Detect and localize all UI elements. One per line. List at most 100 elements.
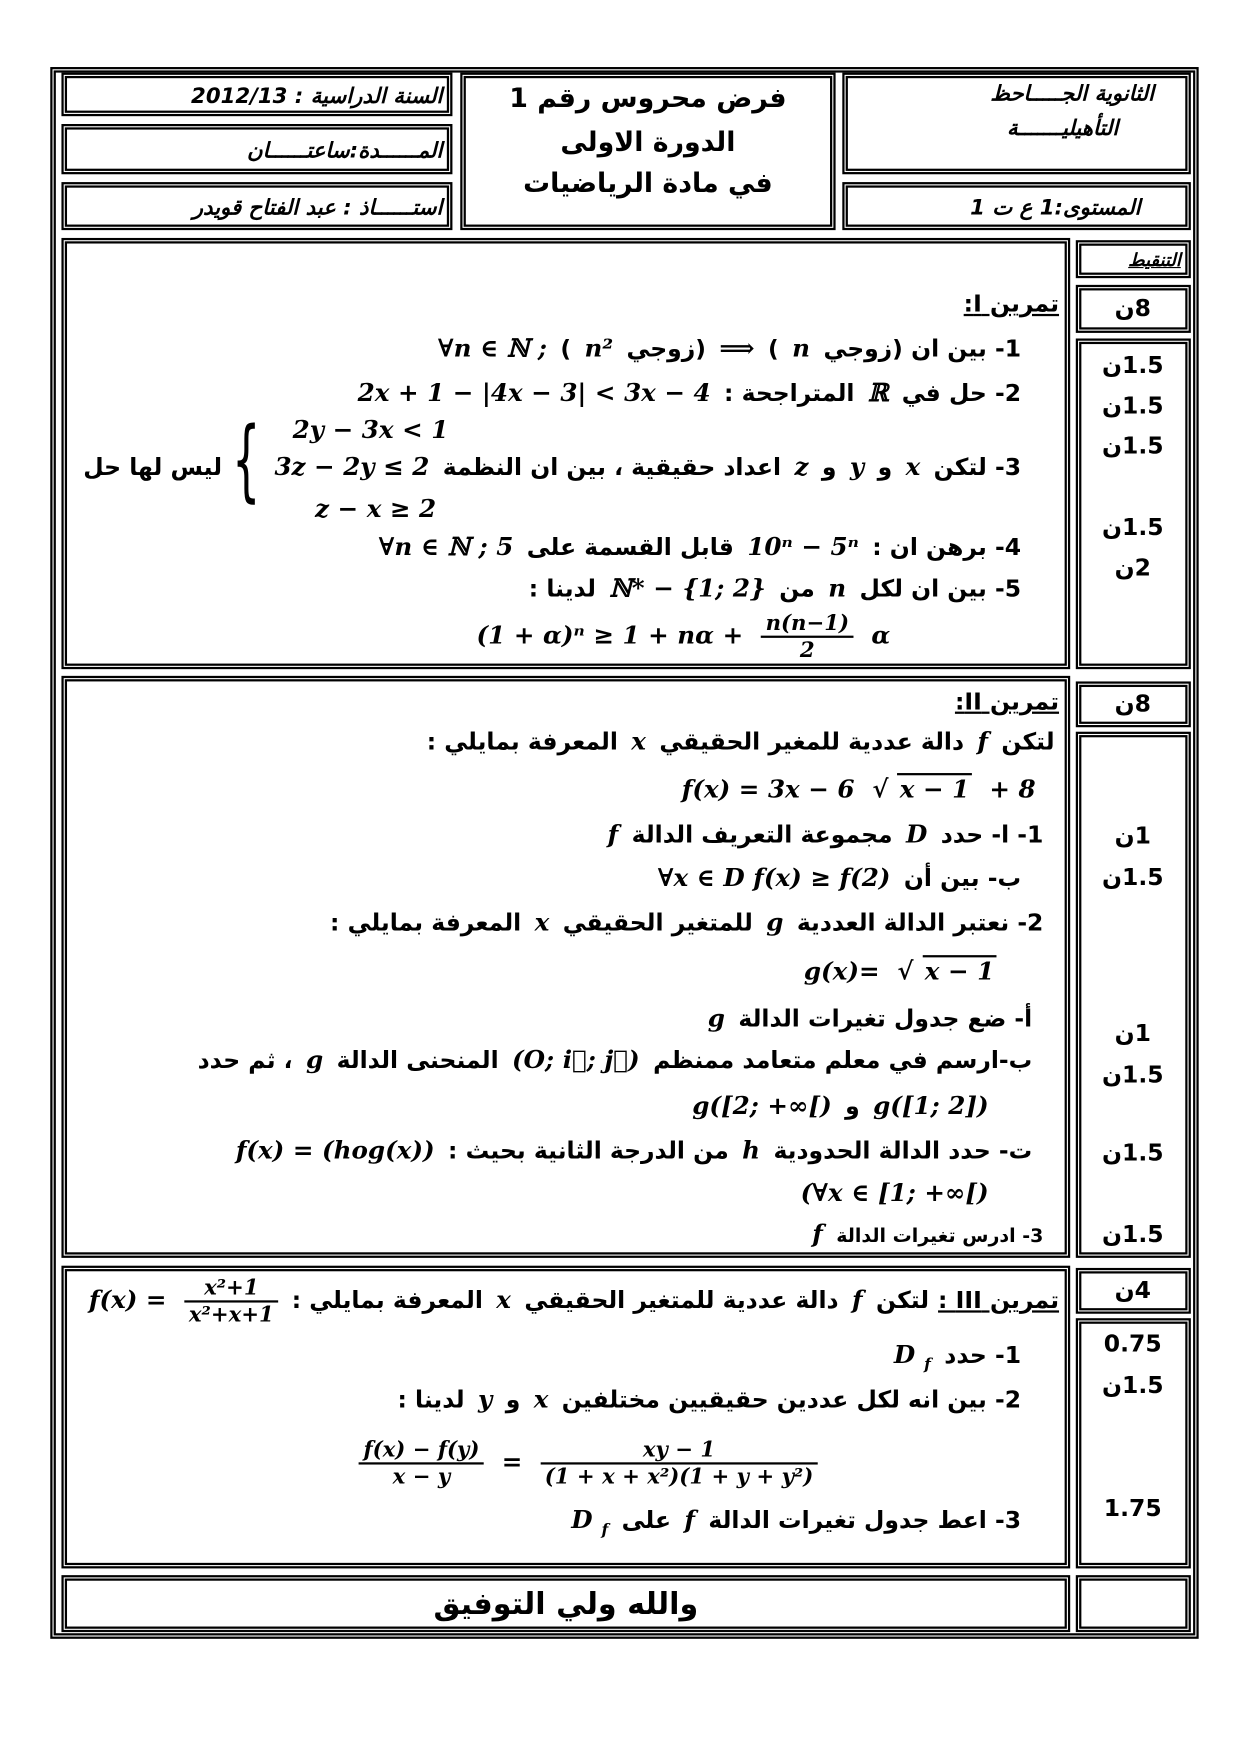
math-text: (O; i⃗; j⃗) <box>512 1045 640 1075</box>
question-points: 1.5ن <box>1101 1371 1164 1399</box>
exercise-2-line: 2- نعتبر الدالة العددية g للمتغير الحقيقي x… <box>326 908 1048 937</box>
fraction: f(x) − f(y) x − y <box>355 1438 489 1489</box>
square-root: √ x − 1 <box>893 955 1001 987</box>
question-points: 1ن <box>1114 1019 1151 1047</box>
math-expression: 10ⁿ − 5ⁿ <box>743 533 863 562</box>
math-expression: 2x + 1 − |4x − 3| < 3x − 4 <box>353 379 715 408</box>
text-segment: 4- برهن ان : <box>872 533 1022 561</box>
text-segment: ) <box>768 335 779 362</box>
footer-box: والله ولي التوفيق <box>61 1575 1071 1633</box>
fraction-numerator: xy − 1 <box>540 1438 818 1465</box>
math-text: f(x) = <box>88 1285 167 1315</box>
math-text: + 8 <box>989 775 1036 805</box>
text-segment: للمتغير الحقيقي <box>562 909 753 937</box>
math-text: (∀x ∈ [1; +∞[) <box>800 1178 989 1208</box>
exercise-title: تمرين III : <box>938 1286 1060 1314</box>
question-points: 1.5ن <box>1101 392 1164 419</box>
radical-sign: √ <box>897 957 914 987</box>
school-name: التأهيليـــــــة <box>1007 116 1119 141</box>
question-points: 1.5ن <box>1101 432 1164 460</box>
text-segment: ، ثم حدد <box>197 1046 293 1074</box>
exercise-2-line: تمرين II: <box>950 688 1063 715</box>
math-text: ℕ* − {1; 2} <box>609 574 766 604</box>
exercise-1-points-box <box>1075 284 1191 333</box>
exercise-2-line: (∀x ∈ [1; +∞[) <box>792 1179 998 1208</box>
math-expression: 3z − 2y ≤ 2 <box>270 452 434 481</box>
text-segment: 1- بين ان (زوجي <box>823 335 1022 362</box>
math-expression: f(x) = 3x − 6 <box>677 775 859 804</box>
text-segment: 3- اعط جدول تغيرات الدالة <box>708 1506 1022 1534</box>
text-segment: ليس لها حل <box>83 453 223 481</box>
square-root: √ x − 1 <box>868 773 976 805</box>
math-expression: h <box>738 1136 765 1165</box>
text-segment: 2- حل في <box>901 379 1022 407</box>
math-expression: f <box>808 1220 828 1249</box>
math-expression: ℕ* − {1; 2} <box>605 574 770 603</box>
text-segment: ت- حدد الدالة الحدودية <box>773 1137 1033 1165</box>
exercise-3-box <box>61 1265 1071 1569</box>
exercise-3-line: 1- حدد D f <box>885 1341 1026 1375</box>
text-segment: 2- نعتبر الدالة العددية <box>796 909 1044 937</box>
exercise-1-box <box>61 237 1071 670</box>
exercise-2-line: ب-ارسم في معلم متعامد ممنظم (O; i⃗; j⃗) ال… <box>193 1046 1037 1075</box>
math-text: g <box>306 1045 324 1075</box>
question-points: 1.5ن <box>1101 863 1164 891</box>
exercise-1-line: 2- حل في ℝ المتراجحة : 2x + 1 − |4x − 3| < … <box>349 379 1026 408</box>
math-text: 10ⁿ − 5ⁿ <box>747 532 859 562</box>
footer-side-box <box>1075 1575 1191 1633</box>
text-segment: 3- لتكن <box>933 453 1022 481</box>
math-text: n <box>828 574 847 604</box>
math-expression: x <box>530 908 554 937</box>
fraction-numerator: x²+1 <box>184 1276 279 1303</box>
math-expression: g([2; +∞[) <box>688 1091 836 1120</box>
math-expression: α <box>867 621 895 650</box>
text-segment: المعرفة بمايلي : <box>426 728 618 756</box>
exercise-1-line: 3- لتكنxوyوzاعداد حقيقية ، بين ان النظمة… <box>83 407 1022 512</box>
math-expression: y <box>845 452 868 481</box>
text-segment: و <box>845 1092 860 1120</box>
text-segment: على <box>621 1506 672 1534</box>
math-expression: f(x) = (hog(x)) <box>231 1136 439 1165</box>
text-segment: و <box>821 453 837 481</box>
text-segment: (زوجي <box>626 335 706 362</box>
math-expression: z <box>790 452 813 481</box>
question-points: 0.75 <box>1103 1330 1162 1358</box>
text-segment: دالة عددية للمتغير الحقيقي <box>524 1286 839 1314</box>
school-box: الثانوية الجـــــاحظ التأهيليـــــــة <box>842 72 1191 175</box>
question-points: 1.5ن <box>1101 1139 1164 1167</box>
text-segment: اعداد حقيقية ، بين ان النظمة <box>442 453 782 481</box>
exercise-2-line: 3- ادرس تغيرات الدالة f <box>803 1220 1048 1249</box>
exam-title-line: فرض محروس رقم 1 <box>509 82 787 114</box>
fraction-denominator: 2 <box>799 637 815 663</box>
exercise-1-line: 4- برهن ان : 10ⁿ − 5ⁿ قابل القسمة على ∀n ∈ … <box>370 533 1026 562</box>
text-segment: 1- ا- حدد <box>940 821 1044 848</box>
math-text: f(x) = (hog(x)) <box>235 1136 435 1166</box>
text-segment: من <box>779 575 815 603</box>
math-text: x <box>631 727 646 757</box>
exercise-2-scores-box <box>1075 731 1191 1258</box>
math-expression: (O; i⃗; j⃗) <box>508 1046 645 1075</box>
math-expression: g(x)= <box>799 957 884 986</box>
exercise-2-box <box>61 675 1071 1258</box>
math-expression: ∀x ∈ D f(x) ≥ f(2) <box>653 864 895 893</box>
exercise-3-line: 2- بين انه لكل عددين حقيقيين مختلفين xوyل… <box>393 1385 1025 1414</box>
math-text: n <box>792 334 811 364</box>
exercise-3-line: 3- اعط جدول تغيرات الدالة f على D f <box>562 1506 1025 1540</box>
year-box: السنة الدراسية : 2012/13 <box>61 72 453 117</box>
text-segment: المعرفة بمايلي : <box>330 909 522 937</box>
text-segment: المنحنى الدالة <box>336 1046 499 1074</box>
math-text: g([1; 2]) <box>873 1091 989 1121</box>
exercise-title: تمرين I: <box>963 290 1060 318</box>
exercise-1-line: 1- بين ان (زوجي n) ⟹ (زوجي n²) ∀n ∈ ℕ ; <box>429 334 1026 363</box>
math-expression: = <box>497 1448 527 1477</box>
math-expression: f <box>603 820 623 849</box>
exercise-3-points-box <box>1075 1267 1191 1314</box>
text-segment: لدينا : <box>528 575 596 603</box>
exercise-3-total-points: 4ن <box>1114 1276 1151 1304</box>
exercise-2-line: g(x)= √ x − 1 <box>795 955 1005 987</box>
math-expression: n <box>824 574 851 603</box>
math-text: g <box>707 1004 725 1034</box>
exercise-2-line: ت- حدد الدالة الحدودية h من الدرجة الثانية… <box>227 1136 1037 1165</box>
